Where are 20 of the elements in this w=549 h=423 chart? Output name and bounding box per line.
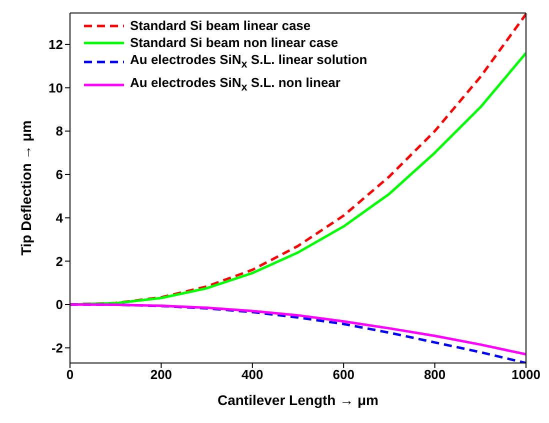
y-tick-label: -2	[51, 340, 63, 356]
y-tick-label: 10	[48, 80, 63, 96]
legend-label: Standard Si beam non linear case	[130, 34, 338, 51]
x-axis-title: Cantilever Length → μm	[217, 392, 379, 408]
y-tick-label: 2	[56, 254, 63, 269]
x-tick-label: 800	[424, 367, 446, 382]
y-axis-title: Tip Deflection → μm	[18, 120, 34, 256]
legend-label: Au electrodes SiN$_{x}$ S.L. non linear	[130, 74, 340, 96]
x-tick-label: 600	[332, 367, 354, 382]
y-tick-label: 6	[56, 167, 63, 182]
x-tick-label: 0	[66, 367, 74, 382]
x-tick-label: 400	[242, 367, 264, 382]
x-tick-label: 200	[150, 367, 172, 382]
x-tick-label: 1000	[512, 367, 540, 382]
y-tick-label: 4	[56, 210, 64, 226]
legend-label: Au electrodes SiN$_{x}$ S.L. linear solution	[130, 51, 368, 73]
y-tick-label: 8	[56, 124, 63, 139]
y-tick-label: 12	[48, 37, 63, 52]
y-tick-label: 0	[56, 297, 63, 312]
legend-label: Standard Si beam linear case	[130, 17, 311, 34]
